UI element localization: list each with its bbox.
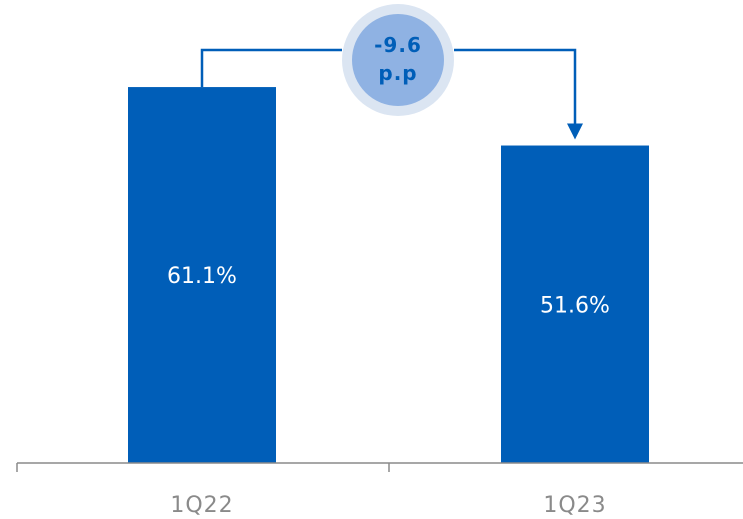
change-value-label: -9.6 [374, 33, 422, 57]
change-bubble: -9.6 p.p [342, 4, 454, 116]
change-bubble-inner [352, 14, 444, 106]
change-connector-line [200, 48, 577, 124]
bar-1q23 [501, 145, 649, 463]
bar-value-label-1q23: 51.6% [540, 293, 610, 318]
x-tick-label-1q22: 1Q22 [170, 493, 233, 518]
bar-value-label-1q22: 61.1% [167, 264, 237, 289]
x-tick-label-1q23: 1Q23 [543, 493, 606, 518]
bar-1q22 [128, 87, 276, 463]
change-unit-label: p.p [378, 61, 417, 85]
change-arrowhead-icon [567, 123, 583, 140]
